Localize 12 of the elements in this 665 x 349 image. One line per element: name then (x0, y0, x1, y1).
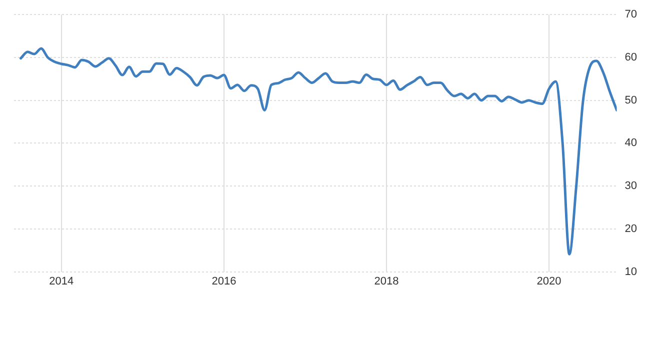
x-tick-label: 2018 (374, 275, 399, 288)
x-tick-label: 2016 (212, 275, 236, 288)
y-tick-label: 50 (624, 94, 638, 106)
y-tick-label: 10 (624, 266, 638, 278)
y-tick-label: 40 (624, 137, 638, 150)
x-tick-label: 2014 (49, 275, 74, 288)
y-tick-label: 70 (624, 8, 638, 21)
y-tick-label: 20 (624, 222, 638, 235)
x-tick-label: 2020 (536, 275, 562, 288)
y-tick-label: 60 (624, 52, 638, 64)
y-tick-label: 30 (624, 180, 638, 192)
line-series (20, 47, 617, 256)
